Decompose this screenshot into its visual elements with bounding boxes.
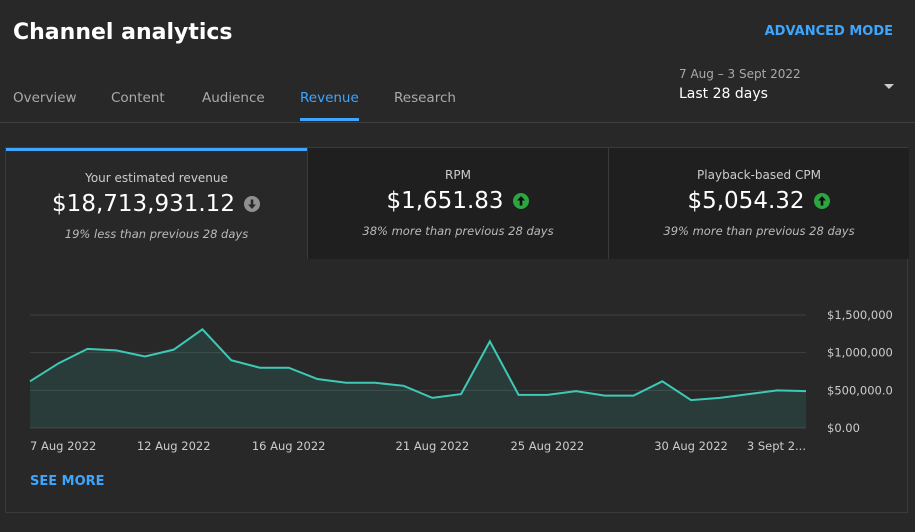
metric-value: $5,054.32 <box>687 188 805 214</box>
chart: $0.00 $500,000.0 $1,000,000 $1,500,000 7 Aug… <box>29 308 893 453</box>
divider <box>0 122 915 123</box>
x-tick-label: 7 Aug 2022 <box>30 439 96 453</box>
page-title: Channel analytics <box>13 20 233 45</box>
trend-icon <box>243 196 260 212</box>
metric-label: Your estimated revenue <box>85 171 228 185</box>
metric-tab[interactable]: RPM $1,651.83 38% more than previous 28 da… <box>307 148 608 259</box>
tab[interactable]: Audience <box>202 90 265 106</box>
x-tick-label: 21 Aug 2022 <box>396 439 470 453</box>
area-line <box>29 327 807 402</box>
x-tick-label: 3 Sept 2... <box>747 439 806 453</box>
y-tick-label: $1,000,000 <box>827 346 893 360</box>
tab[interactable]: Research <box>394 90 456 106</box>
metric-comparison: 19% less than previous 28 days <box>64 227 249 241</box>
analytics-card <box>5 147 908 513</box>
metric-value: $1,651.83 <box>386 188 504 214</box>
metric-comparison: 38% more than previous 28 days <box>362 224 554 238</box>
dropdown-arrow[interactable] <box>884 84 894 90</box>
tab[interactable]: Revenue <box>300 90 359 106</box>
x-tick-label: 16 Aug 2022 <box>252 439 326 453</box>
area-fill <box>30 329 806 428</box>
tab[interactable]: Overview <box>13 90 77 106</box>
x-tick-label: 30 Aug 2022 <box>654 439 728 453</box>
metric-tab[interactable]: Playback-based CPM $5,054.32 39% more than… <box>608 148 909 259</box>
advanced-mode-link[interactable]: ADVANCED MODE <box>764 24 893 39</box>
metric-label: RPM <box>445 168 471 182</box>
trend-arrow <box>516 196 525 206</box>
date-range: 7 Aug – 3 Sept 2022 <box>679 67 801 81</box>
metric-value-row: $1,651.83 <box>308 188 608 214</box>
metric-value-row: $5,054.32 <box>609 188 909 214</box>
metric-comparison: 39% more than previous 28 days <box>663 224 855 238</box>
y-tick-label: $500,000.0 <box>827 383 893 397</box>
y-tick-label: $1,500,000 <box>827 308 893 322</box>
trend-arrow <box>817 196 826 206</box>
trend-arrow <box>247 199 256 209</box>
see-more-link[interactable]: SEE MORE <box>30 474 105 489</box>
tab[interactable]: Content <box>111 90 165 106</box>
metric-value-row: $18,713,931.12 <box>6 191 307 217</box>
metric-value: $18,713,931.12 <box>52 191 235 217</box>
x-tick-label: 25 Aug 2022 <box>510 439 584 453</box>
metric-tab[interactable]: Your estimated revenue $18,713,931.12 19% … <box>6 148 307 259</box>
trend-icon <box>813 193 830 209</box>
y-tick-label: $0.00 <box>827 421 860 435</box>
tab-underline <box>300 118 359 121</box>
trend-icon <box>512 193 529 209</box>
x-tick-label: 12 Aug 2022 <box>137 439 211 453</box>
metric-label: Playback-based CPM <box>697 168 821 182</box>
date-range-label[interactable]: Last 28 days <box>679 86 768 102</box>
